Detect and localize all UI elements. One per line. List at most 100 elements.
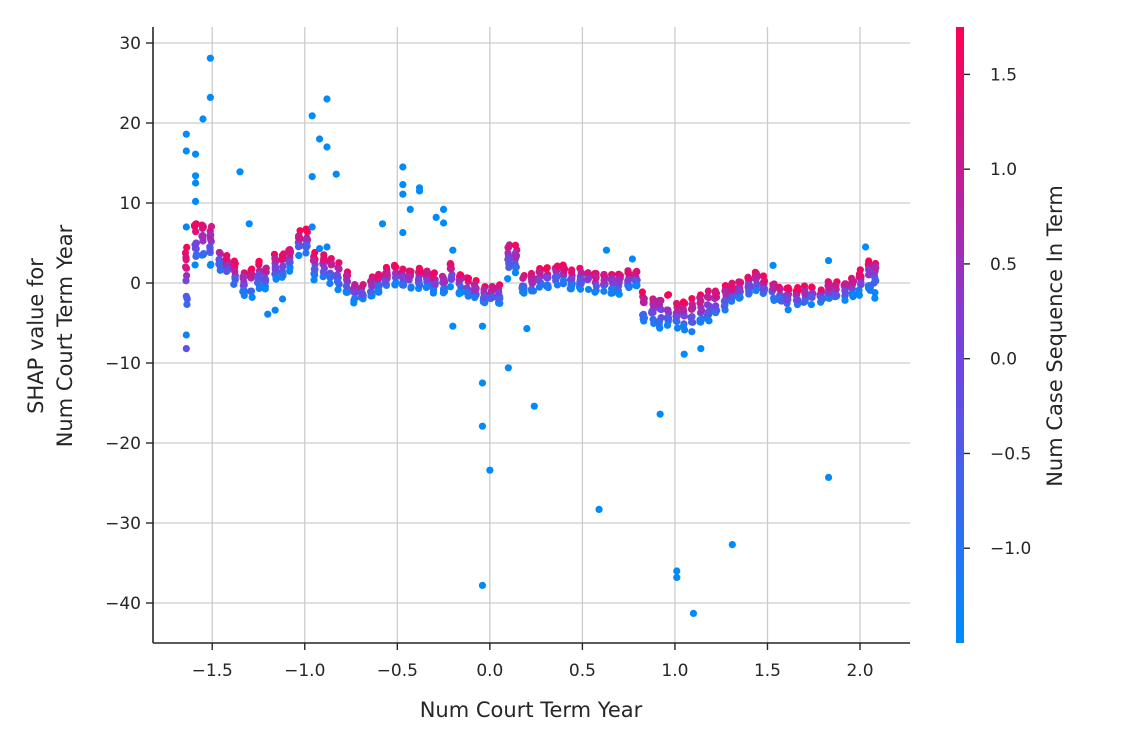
scatter-point (383, 271, 391, 279)
colorbar-tick-label: 0.5 (990, 255, 1017, 275)
scatter-point (181, 249, 190, 257)
scatter-point (753, 272, 761, 280)
scatter-point (664, 315, 672, 323)
scatter-point (429, 289, 437, 297)
scatter-point (865, 266, 873, 274)
scatter-point (663, 321, 672, 329)
scatter-point (278, 295, 287, 303)
scatter-point (649, 295, 657, 304)
scatter-point (328, 260, 336, 269)
x-axis-ticks: −1.5 −1.0 −0.5 0.0 0.5 1.0 1.5 2.0 (192, 643, 874, 681)
x-tick-label: 1.0 (661, 661, 688, 681)
y-tick-label: −20 (105, 434, 141, 454)
scatter-point (673, 573, 681, 582)
scatter-point (824, 278, 832, 286)
scatter-point (323, 243, 331, 251)
scatter-point (744, 273, 752, 281)
scatter-point (511, 263, 519, 271)
scatter-point (190, 221, 199, 229)
x-tick-label: 0.0 (476, 661, 503, 681)
y-tick-label: 20 (119, 114, 141, 134)
scatter-point (784, 284, 792, 292)
scatter-point (181, 263, 190, 271)
scatter-point (295, 233, 304, 242)
scatter-point (191, 179, 200, 187)
scatter-point (584, 285, 593, 294)
scatter-point (439, 205, 448, 213)
scatter-point (807, 300, 815, 309)
scatter-point (342, 282, 350, 290)
scatter-point (295, 251, 303, 260)
scatter-point (721, 282, 730, 290)
scatter-point (488, 293, 496, 301)
scatter-point (595, 505, 603, 513)
scatter-point (446, 283, 455, 291)
scatter-point (319, 268, 327, 276)
scatter-point (609, 279, 617, 287)
scatter-point (286, 267, 294, 275)
scatter-point (784, 306, 792, 314)
scatter-point (471, 293, 479, 302)
x-tick-label: −1.5 (192, 661, 233, 681)
scatter-point (656, 410, 664, 418)
scatter-point (294, 243, 303, 251)
scatter-point (440, 278, 449, 286)
scatter-point (302, 235, 311, 243)
scatter-point (793, 296, 802, 304)
scatter-point (704, 316, 712, 324)
scatter-point (592, 282, 601, 290)
colorbar-tick-label: −1.0 (990, 539, 1031, 559)
scatter-points (181, 54, 880, 618)
scatter-point (559, 280, 568, 288)
scatter-point (615, 276, 623, 284)
scatter-point (302, 225, 310, 233)
scatter-point (200, 249, 208, 258)
scatter-point (308, 112, 316, 120)
scatter-point (231, 274, 239, 282)
scatter-point (399, 281, 408, 289)
scatter-point (592, 272, 600, 281)
scatter-point (705, 307, 713, 315)
scatter-point (832, 281, 840, 289)
scatter-point (735, 286, 743, 294)
scatter-point (222, 255, 230, 263)
scatter-point (415, 264, 423, 272)
scatter-point (689, 318, 697, 326)
scatter-point (309, 256, 317, 265)
scatter-point (505, 263, 513, 272)
scatter-point (855, 291, 863, 299)
y-axis-ticks: 30 20 10 0 −10 −20 −30 −40 (105, 34, 153, 614)
scatter-point (255, 284, 263, 293)
scatter-point (215, 248, 223, 257)
scatter-point (407, 284, 415, 292)
scatter-point (191, 172, 200, 180)
scatter-point (375, 270, 383, 279)
scatter-point (609, 289, 617, 297)
scatter-point (696, 299, 704, 307)
scatter-point (323, 143, 331, 151)
scatter-point (698, 315, 706, 323)
scatter-point (255, 271, 263, 279)
scatter-point (464, 274, 473, 282)
scatter-point (335, 265, 343, 273)
scatter-point (255, 257, 263, 265)
scatter-point (831, 291, 839, 299)
scatter-point (649, 315, 657, 323)
scatter-point (505, 256, 513, 264)
scatter-point (703, 301, 712, 309)
scatter-point (399, 163, 407, 171)
scatter-point (359, 290, 367, 298)
y-tick-label: 30 (119, 34, 141, 54)
scatter-point (624, 269, 632, 277)
scatter-point (871, 262, 879, 271)
scatter-point (808, 283, 816, 291)
scatter-point (615, 290, 623, 298)
scatter-point (311, 265, 319, 273)
scatter-point (737, 278, 745, 286)
scatter-point (245, 220, 253, 228)
scatter-point (405, 273, 413, 281)
scatter-point (308, 173, 316, 181)
scatter-point (673, 324, 682, 332)
scatter-point (183, 243, 191, 251)
